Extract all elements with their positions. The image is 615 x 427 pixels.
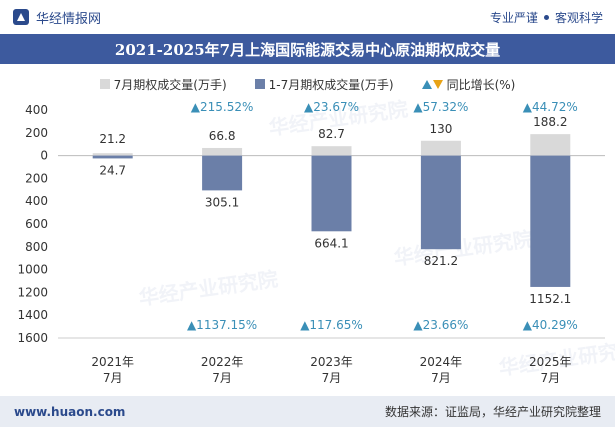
- legend-monthly-swatch: [99, 79, 110, 89]
- y-tick-label: 200: [25, 126, 48, 140]
- x-tick-label: 2025年: [529, 355, 572, 369]
- bar-monthly: [311, 146, 352, 156]
- bar-cumulative: [530, 155, 571, 287]
- brand[interactable]: 华经情报网: [12, 8, 101, 27]
- growth-monthly-label: ▲23.67%: [304, 100, 359, 114]
- data-label-cumulative: 305.1: [205, 195, 239, 209]
- x-tick-label: 2024年: [420, 355, 463, 369]
- data-label-monthly: 188.2: [533, 115, 567, 129]
- bar-cumulative: [420, 155, 461, 250]
- bar-cumulative: [92, 155, 133, 159]
- brand-logo-icon: [13, 9, 29, 25]
- legend: 7月期权成交量(万手) 1-7月期权成交量(万手) 同比增长(%): [0, 74, 615, 94]
- bar-monthly: [92, 153, 133, 156]
- growth-monthly-label: ▲57.32%: [413, 100, 468, 114]
- triangle-down-icon: [432, 79, 443, 89]
- x-tick-label: 7月: [540, 371, 560, 385]
- bar-monthly: [202, 147, 243, 156]
- data-label-cumulative: 24.7: [99, 163, 126, 177]
- y-tick-label: 0: [40, 149, 48, 163]
- y-tick-label: 200: [25, 171, 48, 185]
- slogan: 专业严谨 客观科学: [490, 9, 603, 26]
- slogan-left: 专业严谨: [489, 10, 538, 25]
- brand-name: 华经情报网: [36, 11, 102, 27]
- y-tick-label: 400: [25, 194, 48, 208]
- growth-cumulative-label: ▲40.29%: [523, 318, 578, 332]
- bar-chart: 华经产业研究院华经产业研究院华经产业研究院华经产业研究院400200020040…: [17, 97, 615, 385]
- watermark-text: 华经产业研究院: [137, 267, 279, 310]
- footer: www.huaon.com 数据来源：证监局，华经产业研究院整理: [0, 396, 615, 427]
- legend-cumulative-swatch: [254, 79, 265, 89]
- bar-cumulative: [311, 155, 352, 232]
- x-tick-label: 2021年: [91, 355, 134, 369]
- footer-url[interactable]: www.huaon.com: [14, 404, 126, 419]
- y-tick-label: 1200: [17, 285, 48, 299]
- separator-dot-icon: [543, 14, 549, 20]
- top-bar: 华经情报网 专业严谨 客观科学: [0, 0, 615, 34]
- watermark-text: 华经产业研究院: [392, 227, 534, 270]
- bar-monthly: [420, 140, 461, 156]
- y-tick-label: 800: [25, 240, 48, 254]
- data-label-monthly: 66.8: [209, 129, 236, 143]
- data-label-monthly: 82.7: [318, 127, 345, 141]
- data-label-monthly: 21.2: [99, 132, 126, 146]
- y-tick-label: 1400: [17, 308, 48, 322]
- x-tick-label: 7月: [212, 371, 232, 385]
- data-label-cumulative: 821.2: [424, 254, 458, 268]
- x-tick-label: 2023年: [310, 355, 353, 369]
- x-tick-label: 7月: [322, 371, 342, 385]
- legend-cumulative-label: 1-7月期权成交量(万手): [268, 77, 394, 92]
- data-label-cumulative: 1152.1: [529, 292, 571, 306]
- legend-growth[interactable]: 同比增长(%): [421, 74, 516, 94]
- growth-cumulative-label: ▲1137.15%: [187, 318, 257, 332]
- growth-cumulative-label: ▲117.65%: [300, 318, 363, 332]
- triangle-up-icon: [421, 79, 432, 89]
- legend-growth-label: 同比增长(%): [446, 77, 516, 92]
- growth-monthly-label: ▲215.52%: [191, 100, 254, 114]
- x-tick-label: 7月: [431, 371, 451, 385]
- x-tick-label: 2022年: [201, 355, 244, 369]
- chart-title: 2021-2025年7月上海国际能源交易中心原油期权成交量: [0, 34, 615, 64]
- legend-monthly[interactable]: 7月期权成交量(万手): [99, 74, 227, 94]
- data-label-cumulative: 664.1: [314, 236, 348, 250]
- growth-cumulative-label: ▲23.66%: [413, 318, 468, 332]
- bar-monthly: [530, 134, 571, 156]
- footer-source: 数据来源：证监局，华经产业研究院整理: [384, 405, 601, 419]
- x-tick-label: 7月: [103, 371, 123, 385]
- data-label-monthly: 130: [429, 122, 452, 136]
- legend-cumulative[interactable]: 1-7月期权成交量(万手): [254, 74, 394, 94]
- growth-monthly-label: ▲44.72%: [523, 100, 578, 114]
- bar-cumulative: [202, 155, 243, 191]
- y-tick-label: 400: [25, 103, 48, 117]
- slogan-right: 客观科学: [554, 10, 603, 25]
- y-tick-label: 1600: [17, 331, 48, 345]
- y-tick-label: 600: [25, 217, 48, 231]
- y-tick-label: 1000: [17, 263, 48, 277]
- legend-monthly-label: 7月期权成交量(万手): [113, 77, 227, 92]
